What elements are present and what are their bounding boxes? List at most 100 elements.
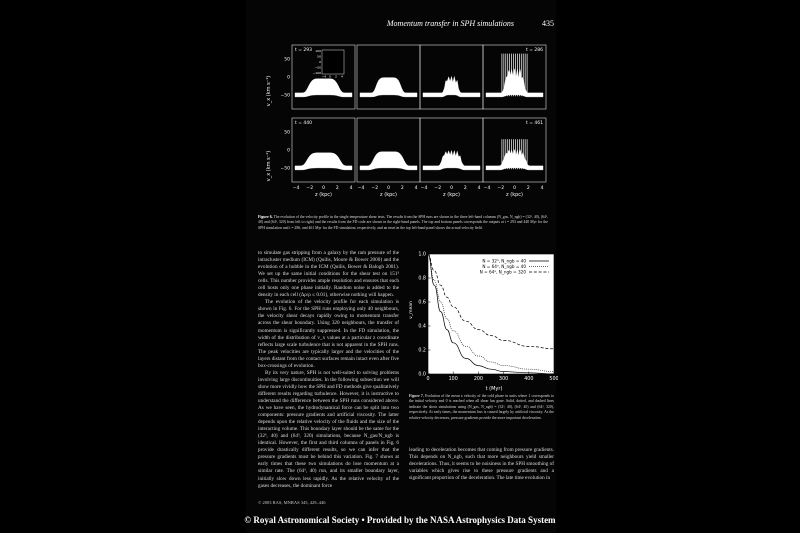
x-tick-label: 200 [474, 376, 483, 382]
panel-time-label: t = 286 [526, 47, 543, 53]
figure-6-xtick-label: 0 [387, 185, 390, 191]
figure-6-xtick-label: 2 [336, 185, 339, 191]
x-tick-label: 400 [524, 376, 533, 382]
inset-ytick-label: −100 [313, 71, 321, 75]
figure-7-caption-label: Figure 7. [409, 394, 424, 398]
ads-banner: © Royal Astronomical Society • Provided … [244, 515, 556, 525]
figure-7-caption: Figure 7. Evolution of the mean x veloci… [409, 394, 554, 421]
body-paragraph: leading to deceleration becomes that com… [409, 447, 554, 482]
y-tick-label: 1.0 [418, 252, 426, 258]
velocity-field-inset [321, 49, 345, 75]
figure-6-xtick-label: −2 [306, 185, 313, 191]
velocity-panel-frame [482, 44, 547, 110]
inset-xtick-label: 0 [329, 75, 331, 79]
velocity-distribution-band [359, 77, 418, 98]
series-line-2 [427, 253, 555, 372]
figure-6-caption-text: The evolution of the velocity profile in… [258, 215, 548, 230]
inset-ytick-label: 100 [315, 49, 321, 53]
y-tick-label: 0.0 [418, 372, 426, 378]
inset-ytick-label: 50 [317, 54, 321, 58]
series-line-3 [427, 253, 555, 350]
series-line-1 [427, 253, 555, 375]
inset-xtick-label: −4 [322, 75, 327, 79]
figure-6-velocity-profiles: v_x (km s⁻¹) v_x (km s⁻¹) z (kpc) z (kpc… [266, 44, 547, 198]
figure-6-xtick-label: 2 [464, 185, 467, 191]
legend-entry-label: N = 32³, N_ngb = 40 [482, 259, 526, 264]
inset-ytick-label: −50 [315, 65, 321, 69]
legend-entry-label: N = 64³, N_ngb = 40 [482, 264, 526, 269]
figure-6-xlabel: z (kpc) [443, 192, 460, 198]
panel-time-label: t = 440 [295, 120, 312, 126]
inset-ytick-label: 0 [319, 60, 321, 64]
running-header: Momentum transfer in SPH simulations 435 [246, 19, 554, 31]
figure-6-xtick-label: −2 [371, 185, 378, 191]
figure-6-xtick-label: −4 [484, 185, 491, 191]
figure-6-xtick-label: 0 [513, 185, 516, 191]
velocity-distribution-band [294, 78, 353, 98]
figure-6-xtick-label: −2 [497, 185, 504, 191]
body-text-left-column: to simulate gas stripping from a galaxy … [258, 250, 399, 490]
figure-6-ytick-label: 50 [284, 130, 290, 136]
figure-6-xtick-label: 4 [541, 185, 544, 191]
figure-6-ylabel-top: v_x (km s⁻¹) [266, 76, 272, 107]
figure-6-xtick-label: 4 [478, 185, 481, 191]
velocity-panel-frame [482, 117, 547, 183]
x-tick-label: 100 [449, 376, 458, 382]
figure-6-ylabel-bottom: v_x (km s⁻¹) [266, 151, 272, 182]
figure-6-ytick-label: 0 [287, 148, 290, 154]
figure-6-xlabel: z (kpc) [380, 192, 397, 198]
inset-xtick-label: 4 [341, 75, 343, 79]
figure-6-ytick-label: 50 [284, 57, 290, 63]
velocity-distribution-band [359, 151, 418, 171]
figure-6-caption-label: Figure 6. [258, 215, 273, 219]
x-tick-label: 300 [499, 376, 508, 382]
figure-6-xtick-label: −2 [434, 185, 441, 191]
figure-7-caption-text: Evolution of the mean x velocity of the … [409, 394, 555, 420]
body-paragraph: to simulate gas stripping from a galaxy … [258, 250, 399, 299]
figure-6-xtick-label: 2 [527, 185, 530, 191]
plot-area [427, 253, 555, 375]
panel-time-label: t = 293 [295, 47, 312, 53]
journal-page: Momentum transfer in SPH simulations 435… [246, 0, 558, 533]
figure-6-ytick-label: −50 [281, 92, 291, 98]
figure-6-caption: Figure 6. The evolution of the velocity … [258, 215, 548, 231]
inset-xtick-label: 2 [335, 75, 337, 79]
figure-6-ytick-label: 0 [287, 75, 290, 81]
velocity-panel-frame [356, 117, 421, 183]
page-number: 435 [542, 19, 554, 28]
figure-6-xlabel: z (kpc) [315, 192, 332, 198]
figure-6-xtick-label: 4 [415, 185, 418, 191]
figure-6-xtick-label: 4 [350, 185, 353, 191]
velocity-distribution-band [294, 152, 353, 171]
figure-6-xtick-label: 0 [322, 185, 325, 191]
figure-7-ylabel: v_mean [409, 301, 414, 319]
velocity-panel-frame [291, 117, 356, 183]
velocity-distribution-band [485, 68, 544, 98]
velocity-distribution-band [422, 149, 481, 171]
figure-7-mean-velocity-chart: t (Myr) v_mean 0 100 200 300 400 500 0.0 0.2 0.4… [409, 252, 558, 392]
figure-6-xtick-label: −4 [293, 185, 300, 191]
velocity-panel-frame [356, 44, 421, 110]
velocity-distribution-band [485, 149, 544, 171]
figure-6-xtick-label: −4 [358, 185, 365, 191]
x-tick-label: 0 [426, 376, 429, 382]
legend-entry-label: N = 64³, N_ngb = 320 [480, 270, 527, 275]
body-text-right-column: leading to deceleration becomes that com… [409, 447, 554, 482]
figure-6-xlabel: z (kpc) [506, 192, 523, 198]
figure-7-xlabel: t (Myr) [486, 386, 503, 392]
panel-time-label: t = 461 [526, 120, 543, 126]
body-paragraph: By its very nature, SPH is not well-suit… [258, 369, 399, 489]
x-tick-label: 500 [549, 376, 558, 382]
velocity-distribution-band [422, 76, 481, 98]
figure-6-xtick-label: 0 [450, 185, 453, 191]
figure-6-xtick-label: 2 [401, 185, 404, 191]
body-paragraph: The evolution of the velocity profile fo… [258, 299, 399, 369]
y-tick-label: 0.8 [418, 276, 426, 282]
figure-6-xtick-label: −4 [421, 185, 428, 191]
copyright-footer: © 2003 RAS, MNRAS 345, 429–446 [258, 500, 326, 505]
y-tick-label: 0.2 [418, 348, 426, 354]
figure-6-ytick-label: −50 [281, 165, 291, 171]
y-tick-label: 0.4 [418, 324, 426, 330]
running-title: Momentum transfer in SPH simulations [386, 19, 514, 28]
y-tick-label: 0.6 [418, 300, 426, 306]
